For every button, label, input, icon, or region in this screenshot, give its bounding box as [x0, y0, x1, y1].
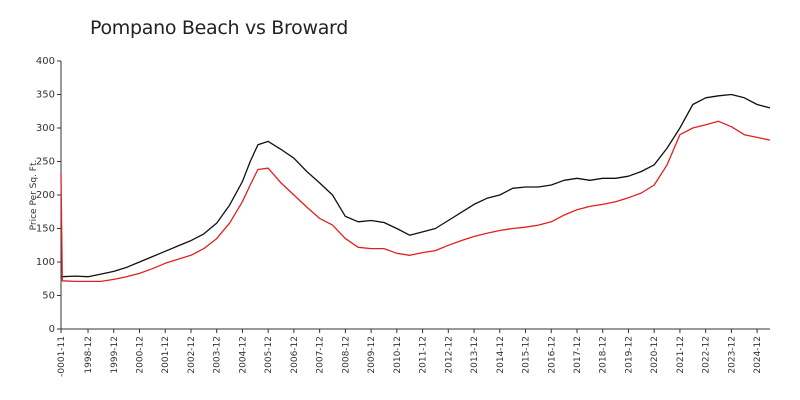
- chart-axes: 0 50 100 150 200 250 300 350 400 -0001-11 1998-12 1…: [36, 56, 770, 377]
- x-tick-label: 2002-12: [187, 336, 197, 374]
- y-tick-label: 100: [36, 257, 55, 268]
- y-axis-label: Price Per Sq. Ft.: [29, 160, 39, 231]
- x-tick-label: -0001-11: [57, 336, 67, 377]
- x-tick-label: 2023-12: [727, 336, 737, 374]
- x-tick-label: 2011-12: [419, 336, 429, 374]
- y-tick-label: 300: [36, 123, 55, 134]
- series-line-1: [60, 120, 771, 283]
- y-tick-label: 250: [36, 157, 55, 168]
- x-tick-label: 2006-12: [290, 336, 300, 374]
- x-tick-label: 2020-12: [650, 336, 660, 374]
- x-tick-label: 1999-12: [110, 336, 120, 374]
- x-tick-label: 2010-12: [393, 336, 403, 374]
- x-tick-label: 2004-12: [238, 336, 248, 374]
- x-tick-label: 2018-12: [599, 336, 609, 374]
- x-tick-label: 2008-12: [341, 336, 351, 374]
- y-tick-label: 400: [36, 56, 55, 67]
- y-tick-label: 150: [36, 224, 55, 235]
- x-tick-label: 2024-12: [753, 336, 763, 374]
- x-tick-label: 2009-12: [367, 336, 377, 374]
- chart-lines: [60, 93, 771, 283]
- y-tick-label: 350: [36, 90, 55, 101]
- x-tick-label: 2015-12: [522, 336, 532, 374]
- y-tick-label: 200: [36, 190, 55, 201]
- y-tick-label: 0: [49, 324, 55, 335]
- x-tick-label: 2012-12: [444, 336, 454, 374]
- x-tick-label: 2016-12: [547, 336, 557, 374]
- x-tick-label: 2022-12: [702, 336, 712, 374]
- x-tick-label: 2007-12: [316, 336, 326, 374]
- x-tick-label: 2001-12: [161, 336, 171, 374]
- x-tick-label: 2019-12: [624, 336, 634, 374]
- chart-title: Pompano Beach vs Broward: [90, 17, 348, 39]
- x-tick-label: 2013-12: [470, 336, 480, 374]
- x-tick-label: 2021-12: [676, 336, 686, 374]
- x-tick-label: 2014-12: [496, 336, 506, 374]
- x-tick-label: 2005-12: [264, 336, 274, 374]
- x-tick-label: 2003-12: [213, 336, 223, 374]
- x-tick-label: 2000-12: [135, 336, 145, 374]
- x-tick-label: 1998-12: [84, 336, 94, 374]
- series-line-0: [61, 93, 771, 278]
- x-tick-label: 2017-12: [573, 336, 583, 374]
- y-tick-label: 50: [42, 291, 55, 302]
